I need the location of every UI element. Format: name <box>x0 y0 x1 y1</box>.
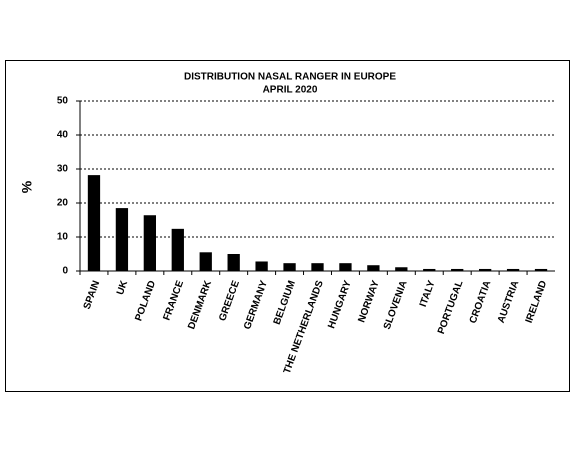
bar <box>479 268 492 271</box>
chart-border <box>5 60 570 392</box>
y-tick-label: 10 <box>57 232 69 243</box>
bar <box>367 265 380 271</box>
y-tick-label: 0 <box>62 266 68 277</box>
chart-subtitle: APRIL 2020 <box>263 85 318 96</box>
bar <box>255 261 268 271</box>
bar <box>115 208 129 271</box>
bar <box>87 175 101 271</box>
y-tick-label: 30 <box>57 164 69 175</box>
bar <box>339 263 352 271</box>
y-tick-label: 20 <box>57 198 69 209</box>
bar <box>311 263 324 271</box>
x-tick-label: GREECE <box>217 279 242 323</box>
x-tick-label: GERMANY <box>242 279 270 331</box>
bar <box>451 268 464 271</box>
bar <box>171 228 184 271</box>
chart-title: DISTRIBUTION NASAL RANGER IN EUROPE <box>184 72 396 83</box>
y-axis-label: % <box>19 180 35 193</box>
x-tick-label: HUNGARY <box>326 279 354 330</box>
y-tick-label: 50 <box>57 96 69 107</box>
x-tick-label: POLAND <box>133 279 158 322</box>
x-tick-label: NORWAY <box>356 279 381 324</box>
bar <box>199 252 212 271</box>
bar <box>423 268 436 271</box>
bar <box>506 268 520 271</box>
bar <box>227 254 240 271</box>
bar <box>395 267 408 271</box>
x-tick-label: ITALY <box>418 279 438 309</box>
bar <box>534 268 548 271</box>
x-tick-label: DENMARK <box>186 278 214 331</box>
bar <box>283 263 296 271</box>
x-tick-label: CROATIA <box>468 279 494 325</box>
x-tick-label: PORTUGAL <box>436 279 466 335</box>
y-tick-label: 40 <box>57 130 69 141</box>
x-tick-label: SLOVENIA <box>382 279 410 331</box>
bar <box>143 215 156 271</box>
x-tick-label: BELGIUM <box>272 279 298 326</box>
x-tick-label: UK <box>115 278 131 296</box>
x-tick-label: AUSTRIA <box>496 279 522 325</box>
x-tick-label: SPAIN <box>82 279 103 311</box>
x-tick-label: IRELAND <box>524 279 550 325</box>
x-tick-label: FRANCE <box>162 279 187 322</box>
